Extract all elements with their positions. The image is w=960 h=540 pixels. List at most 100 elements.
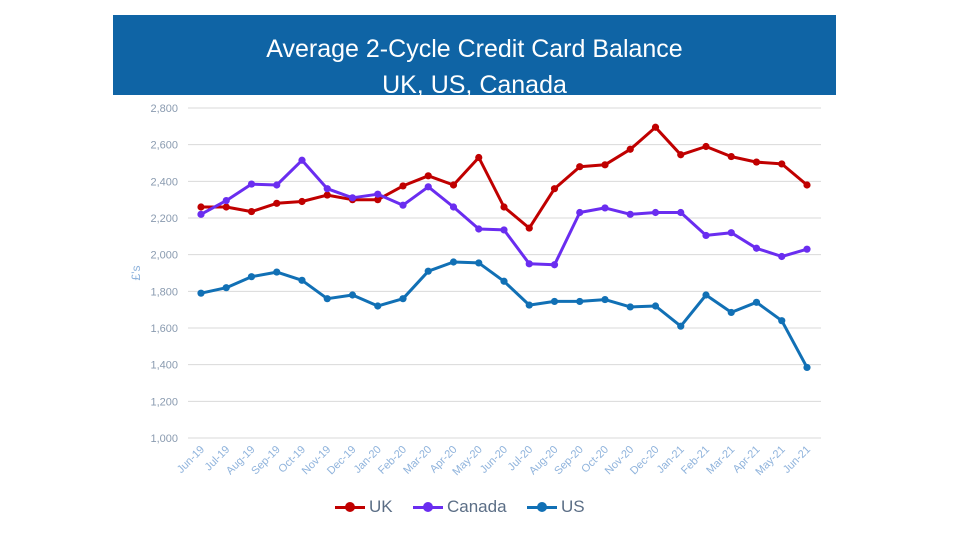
data-point-us	[273, 268, 281, 276]
x-tick-label: Jun-19	[175, 444, 207, 476]
y-tick-label: 2,800	[150, 103, 178, 115]
y-tick-label: 2,600	[150, 140, 178, 152]
data-point-canada	[399, 201, 407, 209]
data-point-uk	[550, 185, 559, 193]
data-point-canada	[222, 196, 230, 205]
data-point-canada	[449, 203, 458, 211]
data-point-canada	[500, 226, 508, 234]
data-point-us	[449, 258, 458, 266]
data-point-uk	[323, 191, 331, 199]
x-tick-label: Dec-19	[325, 444, 359, 478]
y-axis-ticks: 1,000 1,200 1,400 1,600 1,800 2,000 2,200 2,400…	[150, 103, 178, 445]
chart-title: Average 2-Cycle Credit Card Balance	[266, 35, 683, 63]
data-point-uk	[424, 172, 432, 180]
y-axis-label: £'s	[129, 266, 143, 281]
data-point-uk	[399, 182, 407, 190]
x-tick-label: Jun-21	[781, 444, 813, 476]
data-point-uk	[778, 160, 786, 168]
data-point-us	[323, 295, 331, 303]
data-point-uk	[626, 145, 634, 153]
data-point-us	[752, 298, 761, 306]
data-point-canada	[601, 204, 609, 212]
data-point-us	[778, 317, 786, 325]
data-point-uk	[525, 224, 533, 232]
x-tick-label: Mar-21	[704, 444, 737, 477]
data-point-uk	[197, 203, 205, 211]
data-point-uk	[247, 207, 256, 216]
gridlines	[188, 107, 821, 439]
data-point-uk	[702, 142, 710, 151]
y-tick-label: 1,600	[150, 323, 178, 335]
data-point-uk	[803, 181, 811, 189]
data-point-uk	[298, 197, 306, 206]
data-point-us	[475, 259, 483, 267]
data-point-canada	[702, 231, 710, 240]
data-point-uk	[752, 158, 761, 166]
x-tick-label: Dec-20	[628, 444, 662, 478]
y-tick-label: 1,400	[150, 360, 178, 372]
y-tick-label: 2,200	[150, 213, 178, 225]
x-tick-label: Sep-19	[249, 444, 283, 478]
chart-title-banner: Average 2-Cycle Credit Card Balance UK, …	[113, 15, 836, 99]
y-tick-label: 2,000	[150, 250, 178, 262]
series-us	[197, 258, 811, 372]
data-point-canada	[273, 181, 281, 189]
data-point-uk	[500, 203, 508, 211]
data-point-canada	[475, 225, 483, 233]
legend-label-us: US	[561, 497, 585, 516]
data-point-us	[500, 277, 508, 285]
data-point-us	[803, 363, 811, 372]
data-point-uk	[273, 199, 281, 207]
data-point-uk	[374, 196, 382, 204]
x-axis-ticks: Jun-19Jul-19Aug-19Sep-19Oct-19Nov-19Dec-…	[175, 444, 813, 478]
series-uk	[197, 123, 811, 232]
legend-swatch-us	[527, 496, 557, 518]
y-tick-label: 1,000	[150, 433, 178, 445]
data-point-us	[348, 291, 357, 299]
data-point-uk	[222, 203, 230, 211]
legend: UK Canada US	[0, 496, 960, 518]
data-point-canada	[550, 261, 559, 269]
data-point-canada	[348, 194, 357, 202]
y-tick-label: 1,800	[150, 286, 178, 298]
series-canada	[197, 156, 811, 269]
data-point-uk	[727, 152, 735, 161]
data-point-uk	[576, 163, 584, 171]
data-point-us	[298, 276, 306, 284]
data-point-us	[727, 308, 735, 317]
series-line-canada	[199, 158, 809, 267]
legend-swatch-uk	[335, 496, 365, 518]
x-tick-label: Mar-20	[401, 444, 434, 477]
data-point-us	[247, 273, 256, 281]
x-tick-label: Jun-20	[478, 444, 510, 476]
legend-item-canada: Canada	[413, 496, 507, 518]
data-point-us	[677, 322, 685, 330]
y-tick-label: 2,400	[150, 176, 178, 188]
data-point-canada	[424, 183, 432, 191]
data-point-us	[702, 291, 710, 299]
chart-subtitle: UK, US, Canada	[382, 71, 567, 99]
series-lines	[197, 123, 811, 372]
data-point-canada	[576, 208, 584, 217]
data-point-canada	[298, 156, 306, 164]
data-point-canada	[778, 252, 786, 261]
legend-label-canada: Canada	[447, 497, 507, 516]
data-point-canada	[323, 185, 331, 193]
data-point-us	[197, 289, 205, 297]
data-point-us	[576, 297, 584, 306]
data-point-us	[374, 302, 382, 310]
legend-swatch-canada	[413, 496, 443, 518]
legend-item-us: US	[527, 496, 585, 518]
data-point-uk	[601, 161, 609, 169]
data-point-uk	[449, 181, 458, 189]
data-point-us	[550, 297, 559, 306]
data-point-canada	[651, 208, 660, 217]
data-point-uk	[651, 123, 660, 131]
data-point-canada	[525, 260, 533, 268]
data-point-canada	[197, 210, 205, 218]
data-point-canada	[626, 210, 634, 218]
data-point-canada	[803, 245, 811, 253]
data-point-canada	[677, 208, 685, 217]
data-point-us	[222, 284, 230, 292]
